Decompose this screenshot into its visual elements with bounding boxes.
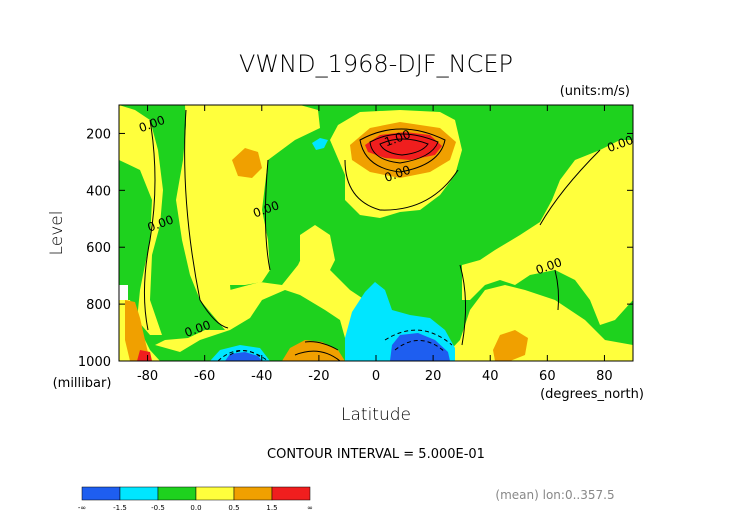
region-positive-southeast — [440, 285, 633, 361]
units-label: (units:m/s) — [560, 84, 630, 99]
region-orange-upper-left — [232, 148, 262, 178]
region-cyan-small — [312, 138, 328, 150]
x-tick-label: -20 — [308, 369, 329, 384]
y-axis: 200 400 600 800 1000 — [78, 127, 633, 370]
colorbar-swatch — [233, 486, 273, 501]
contour-interval-text: CONTOUR INTERVAL = 5.000E-01 — [267, 447, 485, 462]
colorbar-swatch — [195, 486, 235, 501]
colorbar-tick-label: 0.5 — [228, 504, 239, 512]
x-tick-label: -80 — [137, 369, 158, 384]
x-axis-label: Latitude — [341, 405, 411, 425]
colorbar-tick-label: -0.5 — [151, 504, 165, 512]
colorbar-swatch — [157, 486, 197, 501]
region-orange-lower-left — [125, 300, 150, 361]
y-axis-label: Level — [47, 211, 67, 256]
contour-lines — [143, 109, 601, 361]
y-tick-label: 1000 — [78, 355, 111, 370]
region-positive-mid — [300, 225, 335, 280]
region-blue-equator — [390, 333, 450, 361]
region-positive-west-left — [119, 105, 163, 335]
y-tick-label: 600 — [86, 241, 111, 256]
x-tick-label: 80 — [596, 369, 613, 384]
y-tick-label: 400 — [86, 184, 111, 199]
colorbar-swatch — [119, 486, 159, 501]
colorbar-tick-label: -∞ — [78, 504, 86, 512]
region-blue-lower-left — [225, 352, 262, 361]
region-red-corner — [137, 350, 152, 361]
chart-title: VWND_1968-DJF_NCEP — [239, 50, 513, 78]
x-tick-label: 0 — [372, 369, 380, 384]
x-units-label: (degrees_north) — [540, 387, 644, 402]
x-axis: -80 -60 -40 -20 0 20 40 60 80 — [137, 105, 613, 384]
colorbar-swatch — [81, 486, 121, 501]
contour-labels: 0.000.000.000.001.000.000.000.00 — [137, 113, 633, 340]
region-positive-east — [462, 140, 633, 325]
y-tick-label: 800 — [86, 298, 111, 313]
colorbar-tick-label: 0.0 — [190, 504, 201, 512]
colorbar-tick-label: ∞ — [307, 504, 313, 512]
x-tick-label: -40 — [251, 369, 272, 384]
colorbar: -∞ -1.5 -0.5 0.0 0.5 1.5 ∞ — [78, 486, 313, 512]
region-missing — [119, 285, 128, 300]
x-tick-label: 40 — [482, 369, 499, 384]
plot-area: 0.000.000.000.001.000.000.000.00 — [119, 105, 633, 361]
region-orange-lower-mid — [282, 340, 345, 361]
x-tick-label: 60 — [539, 369, 556, 384]
colorbar-tick-label: -1.5 — [113, 504, 127, 512]
colorbar-swatch — [271, 486, 311, 501]
y-tick-label: 200 — [86, 127, 111, 142]
x-tick-label: -60 — [194, 369, 215, 384]
region-orange-lower-east — [493, 330, 528, 361]
x-tick-label: 20 — [425, 369, 442, 384]
mean-text: (mean) lon:0..357.5 — [495, 488, 614, 502]
colorbar-tick-label: 1.5 — [266, 504, 277, 512]
region-positive-west — [119, 105, 320, 330]
region-red-jet-core — [365, 132, 442, 160]
y-units-label: (millibar) — [53, 376, 112, 391]
